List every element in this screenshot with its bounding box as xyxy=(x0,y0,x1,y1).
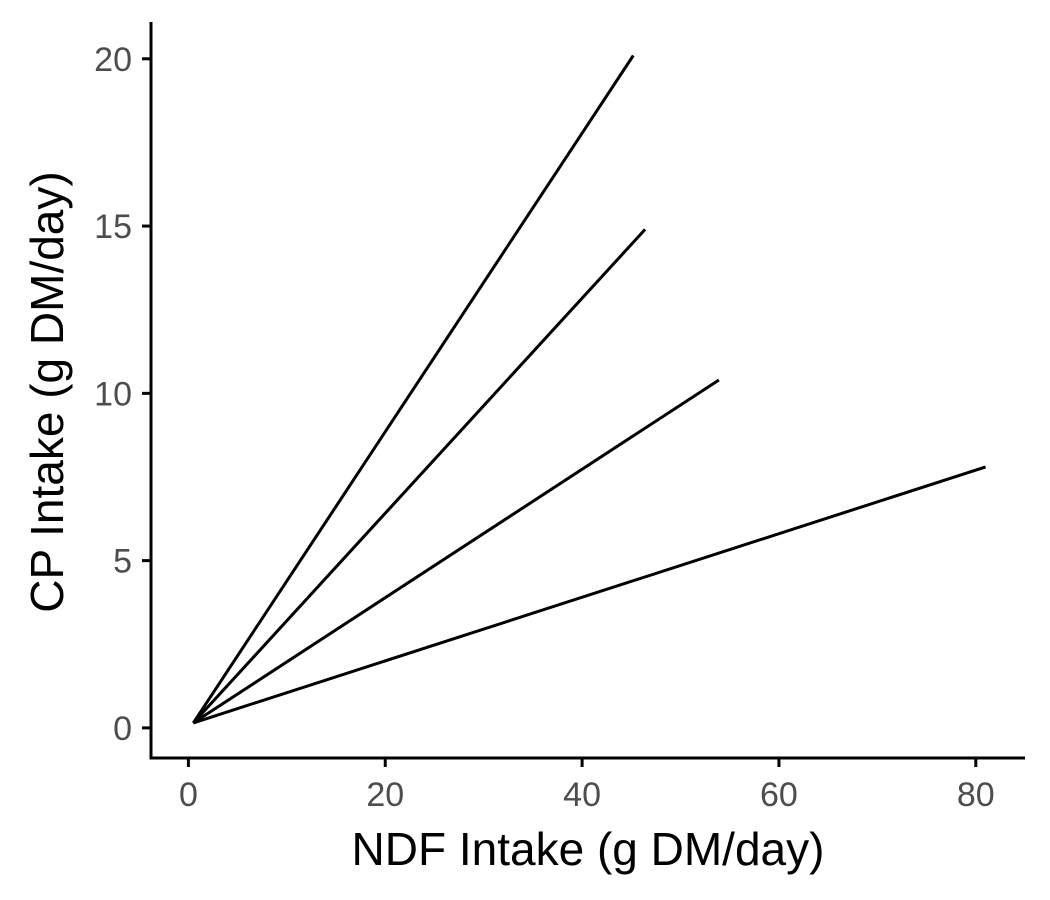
y-tick-label: 5 xyxy=(113,543,132,581)
x-tick-label: 80 xyxy=(957,776,995,814)
x-tick-label: 60 xyxy=(760,776,798,814)
x-axis-ticks: 0 20 40 60 80 xyxy=(179,758,995,814)
y-tick-label: 15 xyxy=(94,208,132,246)
series-line-3 xyxy=(192,378,720,725)
series-line-2 xyxy=(192,228,647,724)
x-tick-label: 40 xyxy=(563,776,601,814)
plot-area: 0 20 40 60 80 0 5 10 15 20 xyxy=(94,22,1025,814)
y-axis-title: CP Intake (g DM/day) xyxy=(21,171,73,612)
y-tick-label: 20 xyxy=(94,41,132,79)
y-axis-ticks: 0 5 10 15 20 xyxy=(94,41,151,748)
series-line-4 xyxy=(192,465,987,725)
x-tick-label: 20 xyxy=(366,776,404,814)
y-tick-label: 10 xyxy=(94,375,132,413)
series-line-1 xyxy=(192,54,635,724)
series-lines xyxy=(192,54,987,725)
x-axis-title: NDF Intake (g DM/day) xyxy=(352,823,825,875)
x-tick-label: 0 xyxy=(179,776,198,814)
y-tick-label: 0 xyxy=(113,710,132,748)
